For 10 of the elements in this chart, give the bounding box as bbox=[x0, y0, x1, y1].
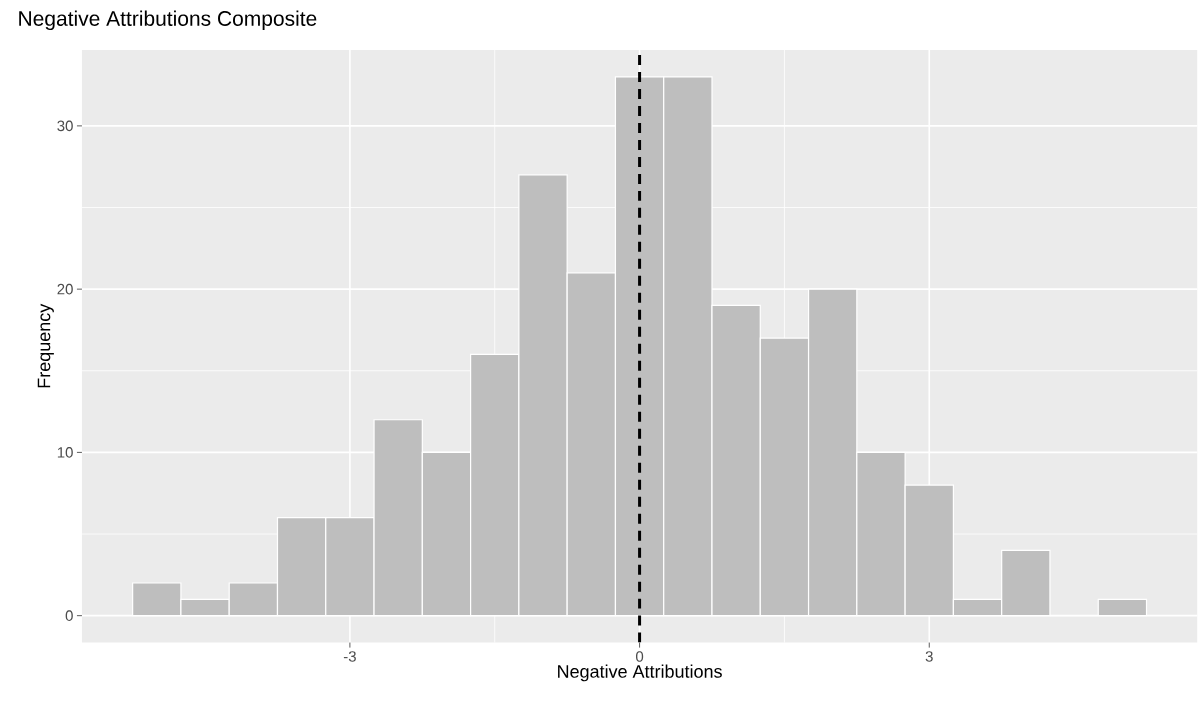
y-tick-label: 0 bbox=[65, 610, 73, 622]
y-axis-title: Frequency bbox=[37, 304, 54, 388]
x-tick-label: 0 bbox=[635, 651, 644, 662]
y-tick-label: 30 bbox=[57, 120, 73, 132]
y-tick-label: 10 bbox=[57, 447, 73, 458]
x-axis-title: Negative Attributions bbox=[558, 664, 722, 682]
chart-title: Negative Attributions Composite bbox=[19, 10, 317, 31]
x-tick-label: -3 bbox=[343, 651, 356, 662]
y-tick-label: 20 bbox=[57, 284, 73, 295]
x-tick-label: 3 bbox=[925, 651, 933, 662]
